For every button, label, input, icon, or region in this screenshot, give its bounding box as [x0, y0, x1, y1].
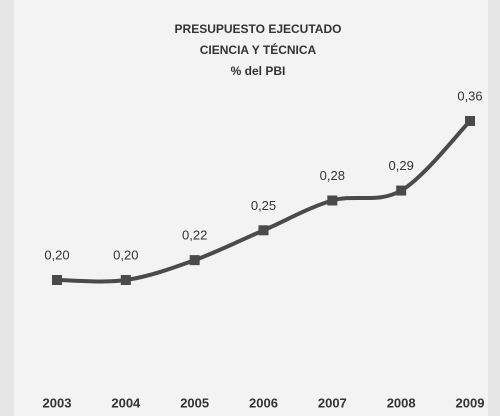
- marker: [327, 195, 338, 206]
- x-tick-label: 2007: [318, 395, 347, 410]
- value-label: 0,20: [44, 247, 69, 262]
- x-tick-label: 2004: [111, 395, 141, 410]
- x-tick-label: 2008: [387, 395, 416, 410]
- marker: [396, 185, 407, 196]
- chart-subtitle: % del PBI: [231, 64, 286, 78]
- marker: [465, 116, 475, 126]
- value-label: 0,20: [113, 247, 138, 262]
- marker: [189, 255, 200, 266]
- x-tick-label: 2005: [180, 395, 209, 410]
- value-label: 0,28: [320, 168, 345, 183]
- marker: [52, 275, 62, 285]
- x-tick-label: 2009: [456, 395, 485, 410]
- panel: [14, 0, 488, 416]
- value-label: 0,25: [251, 198, 276, 213]
- x-tick-label: 2003: [43, 395, 72, 410]
- marker: [120, 275, 131, 285]
- x-tick-label: 2006: [249, 395, 278, 410]
- value-label: 0,29: [389, 158, 414, 173]
- chart-title: PRESUPUESTO EJECUTADO: [175, 22, 342, 36]
- chart-title: CIENCIA Y TÉCNICA: [200, 42, 317, 57]
- value-label: 0,22: [182, 228, 207, 243]
- value-label: 0,36: [457, 88, 482, 103]
- marker: [258, 225, 269, 236]
